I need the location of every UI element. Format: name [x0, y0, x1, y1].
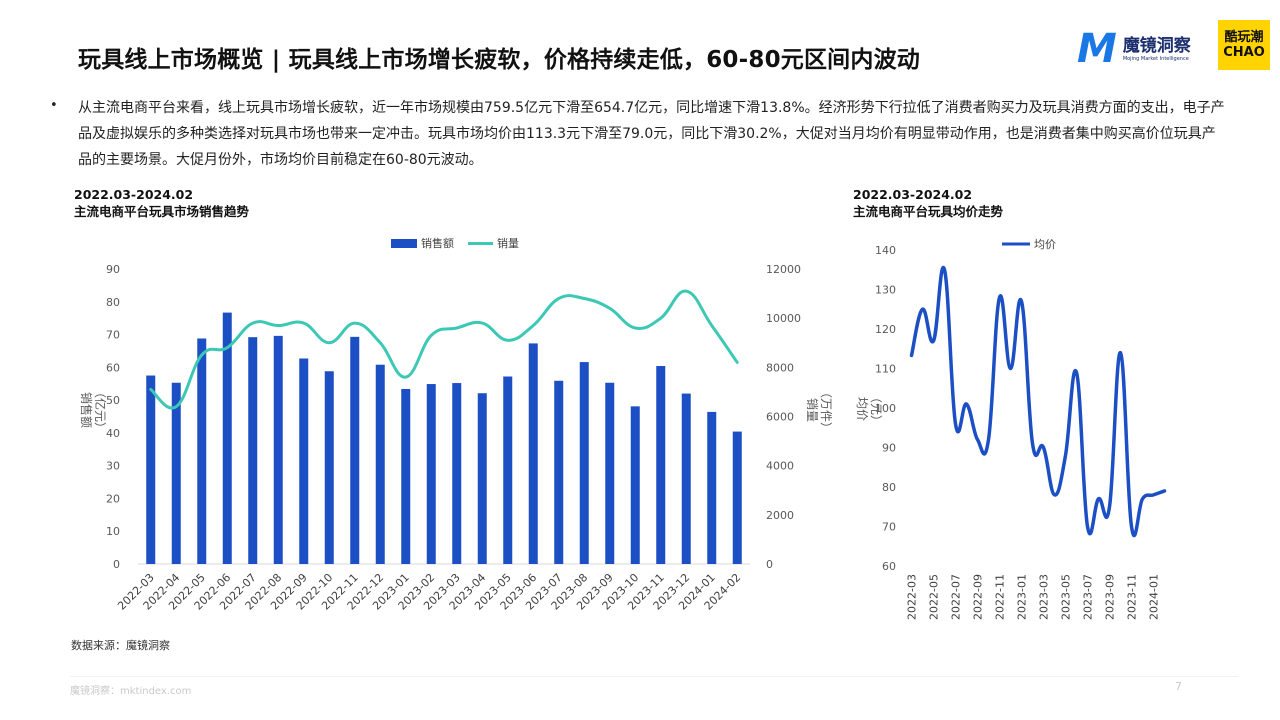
price-y-axis-title-part: 均价 [855, 397, 869, 421]
footer-divider [70, 676, 1238, 677]
y-axis-title-part: （亿元） [93, 386, 108, 434]
sales-bar [273, 335, 283, 564]
price-x-tick-label: 2022-09 [972, 574, 985, 620]
price-y-axis-title: 均价 （元） [855, 391, 883, 427]
sales-bar [579, 362, 589, 564]
sales-bar [299, 358, 309, 564]
y-tick-label: 50 [106, 394, 120, 407]
volume-line [149, 289, 739, 410]
sales-bar [554, 380, 564, 564]
sales-bar [146, 375, 156, 564]
sales-bar [605, 382, 615, 564]
price-y-tick-label: 140 [875, 244, 896, 257]
y2-tick-label: 6000 [766, 411, 794, 424]
sales-bar [375, 364, 385, 564]
y-tick-label: 40 [106, 427, 120, 440]
y2-axis-title-part: （万件） [819, 386, 833, 434]
y2-tick-label: 2000 [766, 509, 794, 522]
y-tick-label: 0 [113, 558, 120, 571]
legend-bar-label: 销售额 [421, 236, 454, 250]
mojing-logo-tagline: Mojing Market Intelligence [1122, 56, 1189, 62]
right-chart-period: 2022.03-2024.02 [853, 187, 973, 202]
mojing-logo: M 魔镜洞察 Mojing Market Intelligence [1077, 29, 1191, 69]
y-tick-label: 30 [106, 460, 120, 473]
sales-bar [630, 406, 640, 564]
price-line [909, 265, 1167, 538]
sales-bar [350, 336, 360, 564]
data-source: 数据来源：魔镜洞察 [71, 639, 170, 652]
price-x-tick-label: 2023-03 [1038, 574, 1051, 620]
price-trend-chart: 60 70 80 90 100 110 120 130 140 2022-03 2022-05 202… [855, 238, 1167, 620]
sales-bar [197, 338, 207, 564]
left-chart-header: 2022.03-2024.02 主流电商平台玩具市场销售趋势 [74, 186, 249, 220]
y2-tick-label: 8000 [766, 361, 794, 374]
sales-bar [222, 312, 232, 564]
left-chart-period: 2022.03-2024.02 [74, 187, 194, 202]
price-x-tick-label: 2022-03 [906, 574, 919, 620]
y-tick-label: 90 [106, 263, 120, 276]
price-x-tick-label: 2023-07 [1082, 574, 1095, 620]
footer-site: 魔镜洞察：mktindex.com [70, 686, 192, 697]
sales-bar [401, 388, 411, 564]
chao-logo-en: CHAO [1223, 45, 1265, 60]
right-chart-header: 2022.03-2024.02 主流电商平台玩具均价走势 [853, 186, 1003, 220]
chao-logo: 酷玩潮 CHAO [1218, 20, 1270, 70]
left-chart-name: 主流电商平台玩具市场销售趋势 [74, 204, 250, 219]
price-x-tick-label: 2023-11 [1126, 574, 1139, 620]
sales-bar [426, 384, 436, 564]
price-y-tick-label: 60 [882, 560, 896, 573]
price-y-axis-title-part: （元） [869, 391, 883, 427]
sales-bar [681, 393, 691, 564]
sales-trend-chart: 0 10 20 30 40 50 60 70 80 90 0 2000 4000 6000 8000 1000… [79, 236, 833, 613]
y2-tick-label: 12000 [766, 263, 801, 276]
y2-axis-title-part: 销量 [805, 398, 819, 422]
price-legend-label: 均价 [1034, 238, 1056, 251]
price-y-tick-label: 90 [882, 442, 896, 455]
sales-bar [477, 393, 487, 564]
sales-bar [324, 371, 334, 564]
sales-bar [707, 411, 717, 564]
price-x-tick-label: 2022-11 [994, 574, 1007, 620]
y-tick-label: 20 [106, 492, 120, 505]
legend-bar-swatch [391, 239, 417, 248]
sales-bar [248, 337, 258, 564]
price-x-tick-label: 2024-01 [1148, 574, 1161, 620]
price-y-tick-label: 70 [882, 521, 896, 534]
sales-bar [503, 376, 513, 564]
price-x-tick-label: 2022-05 [928, 574, 941, 620]
price-x-tick-label: 2023-09 [1104, 574, 1117, 620]
chao-logo-cn: 酷玩潮 [1224, 30, 1264, 45]
y-tick-label: 10 [106, 525, 120, 538]
summary-paragraph: 从主流电商平台来看，线上玩具市场增长疲软，近一年市场规模由759.5亿元下滑至6… [78, 100, 1225, 168]
bullet-marker: • [50, 98, 58, 113]
sales-bar [528, 343, 538, 564]
y-axis-title-part: 销售额 [79, 392, 94, 428]
sales-bar [732, 431, 742, 564]
page-number: 7 [1175, 680, 1182, 693]
price-y-tick-label: 120 [875, 323, 896, 336]
price-y-tick-label: 110 [875, 363, 896, 376]
y-tick-label: 80 [106, 296, 120, 309]
y-tick-label: 60 [106, 361, 120, 374]
sales-bar [171, 382, 181, 564]
y-axis-title: 销售额 （亿元） [79, 386, 108, 434]
price-x-tick-label: 2023-05 [1060, 574, 1073, 620]
mojing-logo-name: 魔镜洞察 [1122, 36, 1191, 56]
price-x-tick-label: 2022-07 [950, 574, 963, 620]
price-y-tick-label: 100 [875, 402, 896, 415]
page-title: 玩具线上市场概览 | 玩具线上市场增长疲软，价格持续走低，60-80元区间内波动 [78, 47, 920, 73]
right-chart-name: 主流电商平台玩具均价走势 [853, 204, 1004, 219]
sales-bar [656, 366, 666, 564]
y-tick-label: 70 [106, 329, 120, 342]
price-x-tick-label: 2023-01 [1016, 574, 1029, 620]
y2-tick-label: 10000 [766, 312, 801, 325]
mojing-logo-mark: M [1077, 26, 1117, 72]
price-y-tick-label: 80 [882, 481, 896, 494]
y2-tick-label: 4000 [766, 460, 794, 473]
y2-tick-label: 0 [766, 558, 773, 571]
y2-axis-title: 销量 （万件） [805, 386, 833, 434]
sales-bar [452, 383, 462, 564]
price-y-tick-label: 130 [875, 284, 896, 297]
legend-line-label: 销量 [497, 236, 519, 250]
